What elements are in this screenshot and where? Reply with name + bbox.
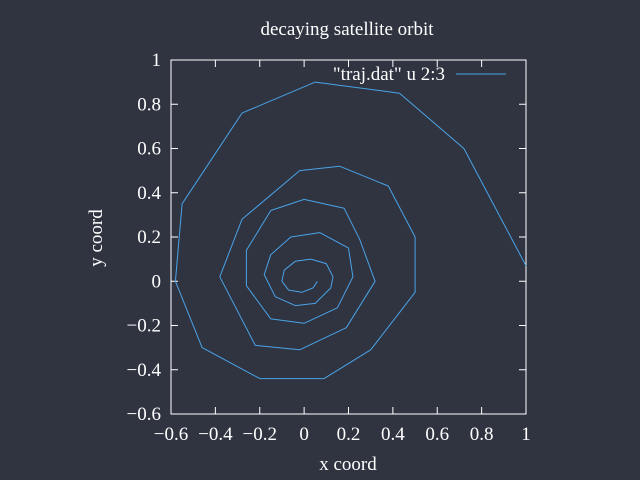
x-tick-label: −0.4	[198, 424, 233, 445]
y-tick-labels: −0.6 −0.4 −0.2 0 0.2 0.4 0.6 0.8 1	[127, 50, 162, 425]
x-tick-label: 0.8	[470, 424, 494, 445]
series-group	[174, 81, 527, 380]
y-tick-label: 0.2	[137, 227, 161, 248]
plot-frame	[170, 59, 527, 415]
chart-title: decaying satellite orbit	[260, 19, 434, 40]
y-tick-label: 0.6	[137, 139, 161, 160]
y-axis-label: y coord	[86, 209, 107, 267]
y-tick-label: −0.6	[127, 404, 161, 425]
legend-label: "traj.dat" u 2:3	[333, 64, 445, 85]
y-tick-label: 0.8	[137, 94, 161, 115]
y-tick-label: −0.2	[127, 316, 161, 337]
x-tick-label: −0.2	[243, 424, 277, 445]
x-tick-label: 0	[299, 424, 309, 445]
y-tick-label: 1	[152, 50, 162, 71]
y-tick-label: 0	[152, 271, 162, 292]
x-tick-labels: −0.6 −0.4 −0.2 0 0.2 0.4 0.6 0.8 1	[154, 424, 531, 445]
x-tick-label: 0.2	[337, 424, 361, 445]
axis-ticks	[170, 59, 527, 415]
y-tick-label: −0.4	[127, 360, 162, 381]
x-tick-label: 0.4	[381, 424, 405, 445]
x-tick-label: −0.6	[154, 424, 188, 445]
x-tick-label: 1	[521, 424, 531, 445]
legend: "traj.dat" u 2:3	[333, 64, 506, 85]
series-line	[174, 81, 527, 380]
x-tick-label: 0.6	[425, 424, 449, 445]
y-tick-label: 0.4	[137, 183, 161, 204]
x-axis-label: x coord	[319, 454, 377, 475]
